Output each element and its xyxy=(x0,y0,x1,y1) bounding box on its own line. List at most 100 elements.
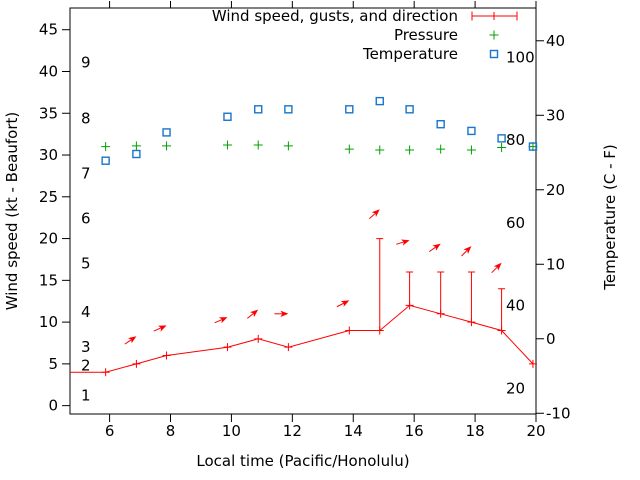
arrow-tail xyxy=(153,327,162,332)
legend-label-wind: Wind speed, gusts, and direction xyxy=(212,7,458,25)
x-tick-label: 14 xyxy=(344,422,363,440)
pressure-marker xyxy=(162,141,172,151)
temperature-marker xyxy=(162,128,171,137)
wind-point-marker xyxy=(375,326,384,335)
fahrenheit-scale-label: 40 xyxy=(506,297,525,315)
arrow-tail xyxy=(124,339,132,345)
x-tick-label: 6 xyxy=(105,422,115,440)
arrow-head xyxy=(280,310,289,317)
arrow-tail xyxy=(461,249,468,257)
wind-direction-arrow xyxy=(214,317,228,324)
wind-direction-arrow xyxy=(461,246,472,257)
arrow-tail xyxy=(247,312,254,319)
wind-direction-arrow xyxy=(124,336,137,345)
arrow-head xyxy=(218,317,228,324)
wind-point-marker xyxy=(101,368,110,377)
wind-point-marker xyxy=(345,326,354,335)
beaufort-scale-label: 6 xyxy=(81,210,91,228)
pressure-marker xyxy=(253,140,263,150)
arrow-head xyxy=(371,209,380,218)
arrow-head xyxy=(493,262,502,271)
temperature-marker xyxy=(254,105,263,114)
temperature-marker xyxy=(345,105,354,114)
wind-gust-bar xyxy=(437,271,445,314)
arrow-head xyxy=(463,246,472,255)
y-right-tick-label: 20 xyxy=(546,181,565,199)
wind-point-marker xyxy=(223,343,232,352)
y-left-tick-label: 30 xyxy=(39,146,58,164)
temperature-marker xyxy=(528,142,538,151)
wind-point-marker xyxy=(132,359,141,368)
wind-speed-line xyxy=(70,304,534,373)
temperature-marker xyxy=(101,156,110,165)
y-left-tick-label: 10 xyxy=(39,313,58,331)
y-left-tick-label: 25 xyxy=(39,188,58,206)
beaufort-scale-label: 7 xyxy=(81,164,91,182)
wind-gust-bar xyxy=(498,288,506,331)
y-left-tick-label: 40 xyxy=(39,62,58,80)
pressure-marker xyxy=(101,142,111,152)
pressure-marker xyxy=(466,145,476,155)
pressure-marker xyxy=(405,145,415,155)
wind-point-marker xyxy=(254,334,263,343)
pressure-series xyxy=(101,140,538,155)
wind-point-marker xyxy=(528,359,537,368)
beaufort-scale-label: 4 xyxy=(81,303,91,321)
arrow-head xyxy=(432,243,441,251)
beaufort-scale-label: 2 xyxy=(81,357,91,375)
pressure-marker xyxy=(497,143,507,153)
wind-point-marker xyxy=(436,309,445,318)
arrow-tail xyxy=(369,212,376,220)
y-right-tick-label: 10 xyxy=(546,255,565,273)
wind-gust-bar xyxy=(467,271,475,323)
y-right-tick-label: -10 xyxy=(546,404,571,422)
legend-label-temperature: Temperature xyxy=(362,45,458,63)
pressure-marker xyxy=(222,140,232,150)
pressure-marker xyxy=(375,145,385,155)
temperature-marker xyxy=(497,134,506,143)
fahrenheit-scale-label: 80 xyxy=(506,131,525,149)
legend-sample-pressure-plus xyxy=(489,30,499,40)
arrow-head xyxy=(127,336,137,344)
wind-direction-arrow xyxy=(491,262,502,274)
fahrenheit-scale-label: 100 xyxy=(506,48,535,66)
legend-sample-temperature-square xyxy=(489,49,499,59)
x-axis-title: Local time (Pacific/Honolulu) xyxy=(196,452,409,470)
pressure-marker xyxy=(283,141,293,151)
y-axis-right-title: Temperature (C - F) xyxy=(601,144,619,291)
legend-label-pressure: Pressure xyxy=(394,26,458,44)
wind-direction-arrow xyxy=(274,310,289,317)
wind-point-marker xyxy=(162,351,171,360)
y-left-tick-label: 20 xyxy=(39,230,58,248)
arrow-head xyxy=(401,239,410,246)
arrow-tail xyxy=(428,246,437,253)
arrow-tail xyxy=(491,266,498,274)
beaufort-scale-label: 3 xyxy=(81,338,91,356)
y-axis-left-title: Wind speed (kt - Beaufort) xyxy=(3,112,21,311)
pressure-marker xyxy=(436,144,446,154)
temperature-marker xyxy=(467,126,476,136)
wind-direction-arrow xyxy=(369,209,380,220)
temperature-marker xyxy=(375,96,384,106)
wind-gust-bar xyxy=(376,238,384,331)
x-tick-label: 20 xyxy=(526,422,545,440)
wind-point-marker xyxy=(467,318,476,327)
beaufort-scale-label: 1 xyxy=(81,387,91,405)
wind-point-marker xyxy=(405,301,414,310)
y-left-tick-label: 0 xyxy=(48,397,58,415)
wind-gust-bar xyxy=(406,271,414,306)
wind-direction-arrow xyxy=(396,239,410,246)
wind-direction-arrow xyxy=(336,300,350,308)
wind-series xyxy=(70,209,537,377)
wind-point-marker xyxy=(284,343,293,352)
y-left-tick-label: 35 xyxy=(39,104,58,122)
arrow-tail xyxy=(214,319,223,324)
temperature-marker xyxy=(223,112,232,121)
y-left-tick-label: 15 xyxy=(39,271,58,289)
x-tick-label: 8 xyxy=(166,422,176,440)
beaufort-scale-label: 5 xyxy=(81,255,91,273)
x-tick-label: 10 xyxy=(222,422,241,440)
plot-border xyxy=(69,7,537,415)
